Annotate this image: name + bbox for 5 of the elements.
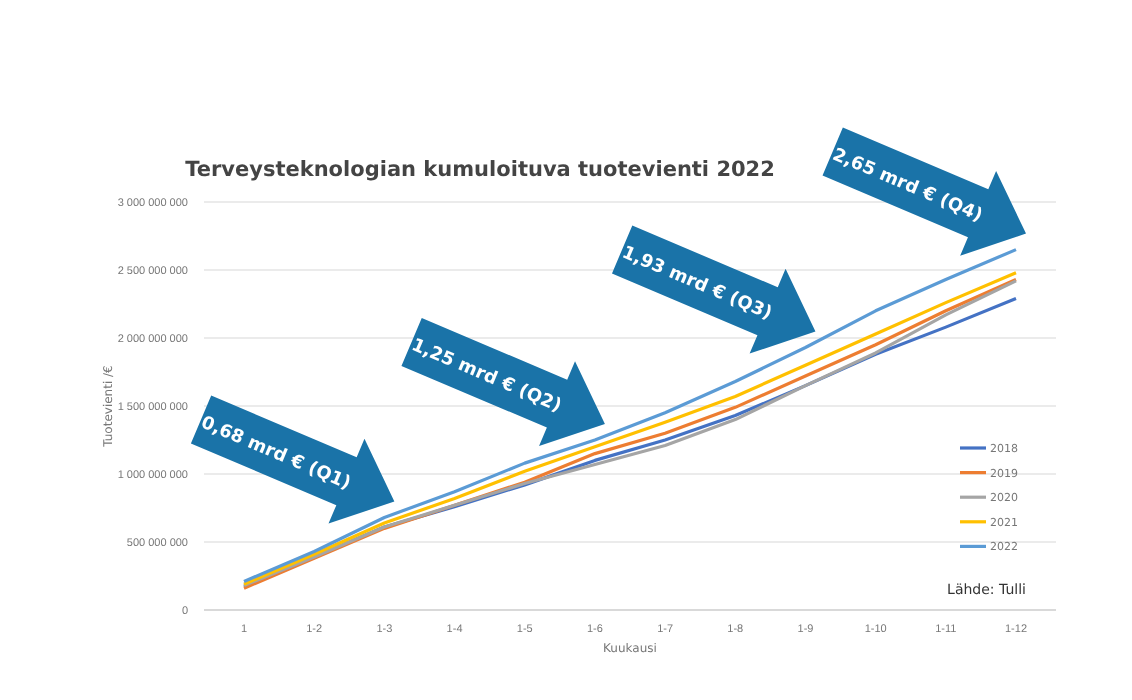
annotation: 0,68 mrd € (Q1): [197, 413, 354, 495]
chart-title: Terveysteknologian kumuloituva tuotevienti 2022: [185, 158, 775, 182]
annotation: 1,25 mrd € (Q2): [408, 336, 564, 418]
annotation: 2,65 mrd € (Q4): [829, 145, 985, 227]
annotation: 1,93 mrd € (Q3): [618, 243, 775, 325]
